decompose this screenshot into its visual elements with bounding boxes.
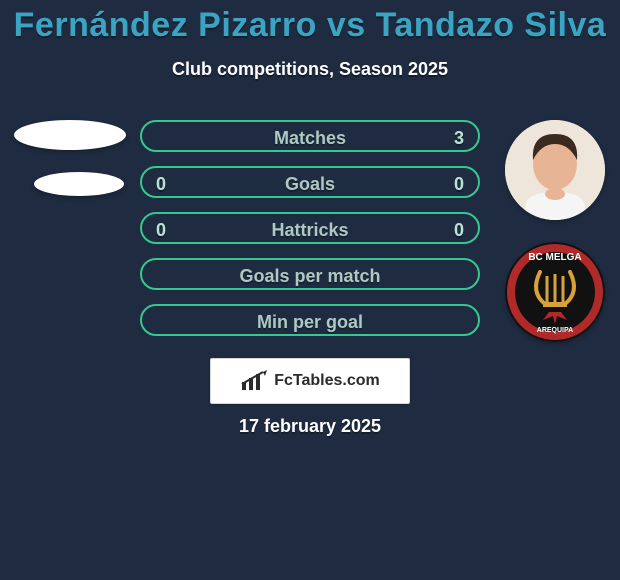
svg-text:AREQUIPA: AREQUIPA — [537, 327, 573, 334]
svg-text:BC MELGA: BC MELGA — [528, 252, 581, 263]
branding-text: FcTables.com — [274, 372, 380, 390]
left-player-club-placeholder — [34, 172, 124, 196]
stat-row: Hattricks 0 0 — [140, 212, 480, 244]
stat-label: Min per goal — [257, 312, 363, 332]
stat-label: Hattricks — [271, 220, 348, 240]
stat-value-left: 0 — [156, 168, 166, 200]
left-player-photo-placeholder — [14, 120, 126, 150]
stat-row: Matches 3 — [140, 120, 480, 152]
bar-chart-icon — [240, 370, 268, 392]
left-player-column — [10, 120, 130, 196]
stat-row: Goals 0 0 — [140, 166, 480, 198]
avatar-icon — [505, 120, 605, 220]
stat-value-right: 0 — [454, 168, 464, 200]
stat-label: Goals per match — [239, 266, 380, 286]
stat-label: Goals — [285, 174, 335, 194]
stat-row: Goals per match — [140, 258, 480, 290]
page-title: Fernández Pizarro vs Tandazo Silva — [0, 0, 620, 45]
stat-value-right: 3 — [454, 122, 464, 154]
stat-label: Matches — [274, 128, 346, 148]
page-subtitle: Club competitions, Season 2025 — [0, 59, 620, 80]
date-text: 17 february 2025 — [0, 416, 620, 437]
stat-value-right: 0 — [454, 214, 464, 246]
stat-row: Min per goal — [140, 304, 480, 336]
branding-box[interactable]: FcTables.com — [210, 358, 410, 404]
stats-list: Matches 3 Goals 0 0 Hattricks 0 0 Goals per matc… — [140, 120, 480, 336]
right-player-club-badge: BC MELGA AREQUIPA — [505, 242, 605, 342]
club-badge-icon: BC MELGA AREQUIPA — [505, 242, 605, 342]
stat-value-left: 0 — [156, 214, 166, 246]
right-player-column: BC MELGA AREQUIPA — [500, 120, 610, 342]
right-player-photo — [505, 120, 605, 220]
